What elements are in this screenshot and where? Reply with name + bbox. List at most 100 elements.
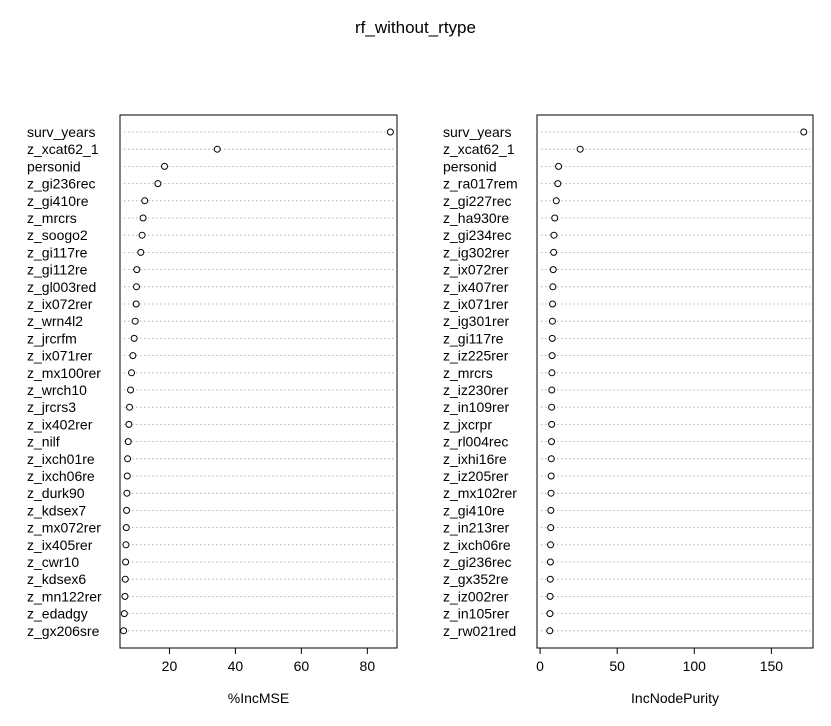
data-point bbox=[547, 472, 555, 480]
category-label: z_jrcrs3 bbox=[27, 399, 76, 415]
category-label: z_rl004rec bbox=[443, 434, 508, 450]
category-label: z_gi236rec bbox=[27, 176, 96, 192]
category-label: z_iz205rer bbox=[443, 468, 509, 484]
category-label: surv_years bbox=[443, 124, 511, 140]
data-point bbox=[550, 248, 558, 256]
data-point bbox=[546, 558, 554, 566]
category-label: z_in105rer bbox=[443, 606, 509, 622]
data-point bbox=[547, 489, 555, 497]
data-point bbox=[154, 180, 162, 188]
category-label: z_kdsex7 bbox=[27, 502, 86, 518]
data-point bbox=[213, 145, 221, 153]
category-label: z_ix071rer bbox=[443, 296, 509, 312]
data-point bbox=[125, 420, 133, 428]
data-point bbox=[548, 420, 556, 428]
data-point bbox=[132, 300, 140, 308]
data-point bbox=[548, 369, 556, 377]
data-point bbox=[132, 283, 140, 291]
data-point bbox=[128, 369, 136, 377]
plot-frame-1 bbox=[119, 114, 398, 649]
category-label: z_gi410re bbox=[27, 193, 89, 209]
data-point bbox=[124, 455, 132, 463]
category-label: z_ixch06re bbox=[27, 468, 95, 484]
category-label: z_ixch01re bbox=[27, 451, 95, 467]
category-label: z_xcat62_1 bbox=[27, 141, 99, 157]
category-label: z_gi410re bbox=[443, 502, 505, 518]
data-point bbox=[547, 455, 555, 463]
data-point bbox=[131, 317, 139, 325]
category-label: z_kdsex6 bbox=[27, 571, 86, 587]
category-label: z_ha930re bbox=[443, 210, 509, 226]
category-label: z_in109rer bbox=[443, 399, 509, 415]
category-label: z_gi117re bbox=[27, 244, 88, 260]
data-point bbox=[547, 524, 555, 532]
data-point bbox=[130, 334, 138, 342]
data-point bbox=[121, 575, 129, 583]
data-point bbox=[124, 438, 132, 446]
data-point bbox=[548, 334, 556, 342]
x-tick-label: 40 bbox=[228, 658, 244, 674]
data-point bbox=[123, 489, 131, 497]
category-label: z_ra017rem bbox=[443, 176, 518, 192]
data-point bbox=[122, 541, 130, 549]
data-point bbox=[554, 180, 562, 188]
data-point bbox=[120, 610, 128, 618]
plot-frame-2 bbox=[536, 114, 814, 649]
data-point bbox=[547, 438, 555, 446]
x-tick-label: 50 bbox=[609, 658, 625, 674]
x-tick-label: 60 bbox=[294, 658, 310, 674]
category-label: z_rw021red bbox=[443, 623, 516, 639]
data-point bbox=[133, 266, 141, 274]
data-point bbox=[551, 214, 559, 222]
category-label: z_cwr10 bbox=[27, 554, 79, 570]
data-point bbox=[549, 266, 557, 274]
data-point bbox=[576, 145, 584, 153]
category-label: z_gx206sre bbox=[27, 623, 100, 639]
data-point bbox=[161, 162, 169, 170]
category-label: z_durk90 bbox=[27, 485, 85, 501]
data-point bbox=[550, 231, 558, 239]
data-point bbox=[546, 592, 554, 600]
data-point bbox=[800, 128, 808, 136]
category-label: z_mn122rer bbox=[27, 588, 102, 604]
category-label: z_edadgy bbox=[27, 606, 88, 622]
data-point bbox=[549, 283, 557, 291]
category-label: z_nilf bbox=[27, 434, 60, 450]
x-tick-label: 20 bbox=[162, 658, 178, 674]
category-label: z_gi234rec bbox=[443, 227, 512, 243]
category-label: z_xcat62_1 bbox=[443, 141, 515, 157]
data-point bbox=[129, 352, 137, 360]
data-point bbox=[137, 248, 145, 256]
data-point bbox=[123, 472, 131, 480]
data-point bbox=[548, 352, 556, 360]
data-point bbox=[555, 162, 563, 170]
category-label: z_gi112re bbox=[27, 262, 88, 278]
data-point bbox=[547, 541, 555, 549]
category-label: z_iz230rer bbox=[443, 382, 509, 398]
data-point bbox=[548, 386, 556, 394]
x-tick-label: 80 bbox=[360, 658, 376, 674]
category-label: z_mx100rer bbox=[27, 365, 101, 381]
x-axis-label: IncNodePurity bbox=[631, 690, 719, 706]
category-label: z_ixch06re bbox=[443, 537, 511, 553]
category-label: z_iz002rer bbox=[443, 588, 509, 604]
data-point bbox=[546, 627, 554, 635]
data-point bbox=[547, 506, 555, 514]
data-point bbox=[138, 231, 146, 239]
data-point bbox=[122, 524, 130, 532]
data-point bbox=[141, 197, 149, 205]
category-label: z_in213rer bbox=[443, 520, 509, 536]
category-label: z_mx072rer bbox=[27, 520, 101, 536]
category-label: z_ig302rer bbox=[443, 244, 509, 260]
category-label: personid bbox=[27, 158, 81, 174]
data-point bbox=[386, 128, 394, 136]
category-label: z_ig301rer bbox=[443, 313, 509, 329]
category-label: z_gi227rec bbox=[443, 193, 512, 209]
data-point bbox=[552, 197, 560, 205]
chart-title: rf_without_rtype bbox=[355, 18, 476, 37]
category-label: personid bbox=[443, 158, 497, 174]
category-label: z_ix072rer bbox=[443, 262, 509, 278]
data-point bbox=[139, 214, 147, 222]
category-label: z_mrcrs bbox=[27, 210, 77, 226]
